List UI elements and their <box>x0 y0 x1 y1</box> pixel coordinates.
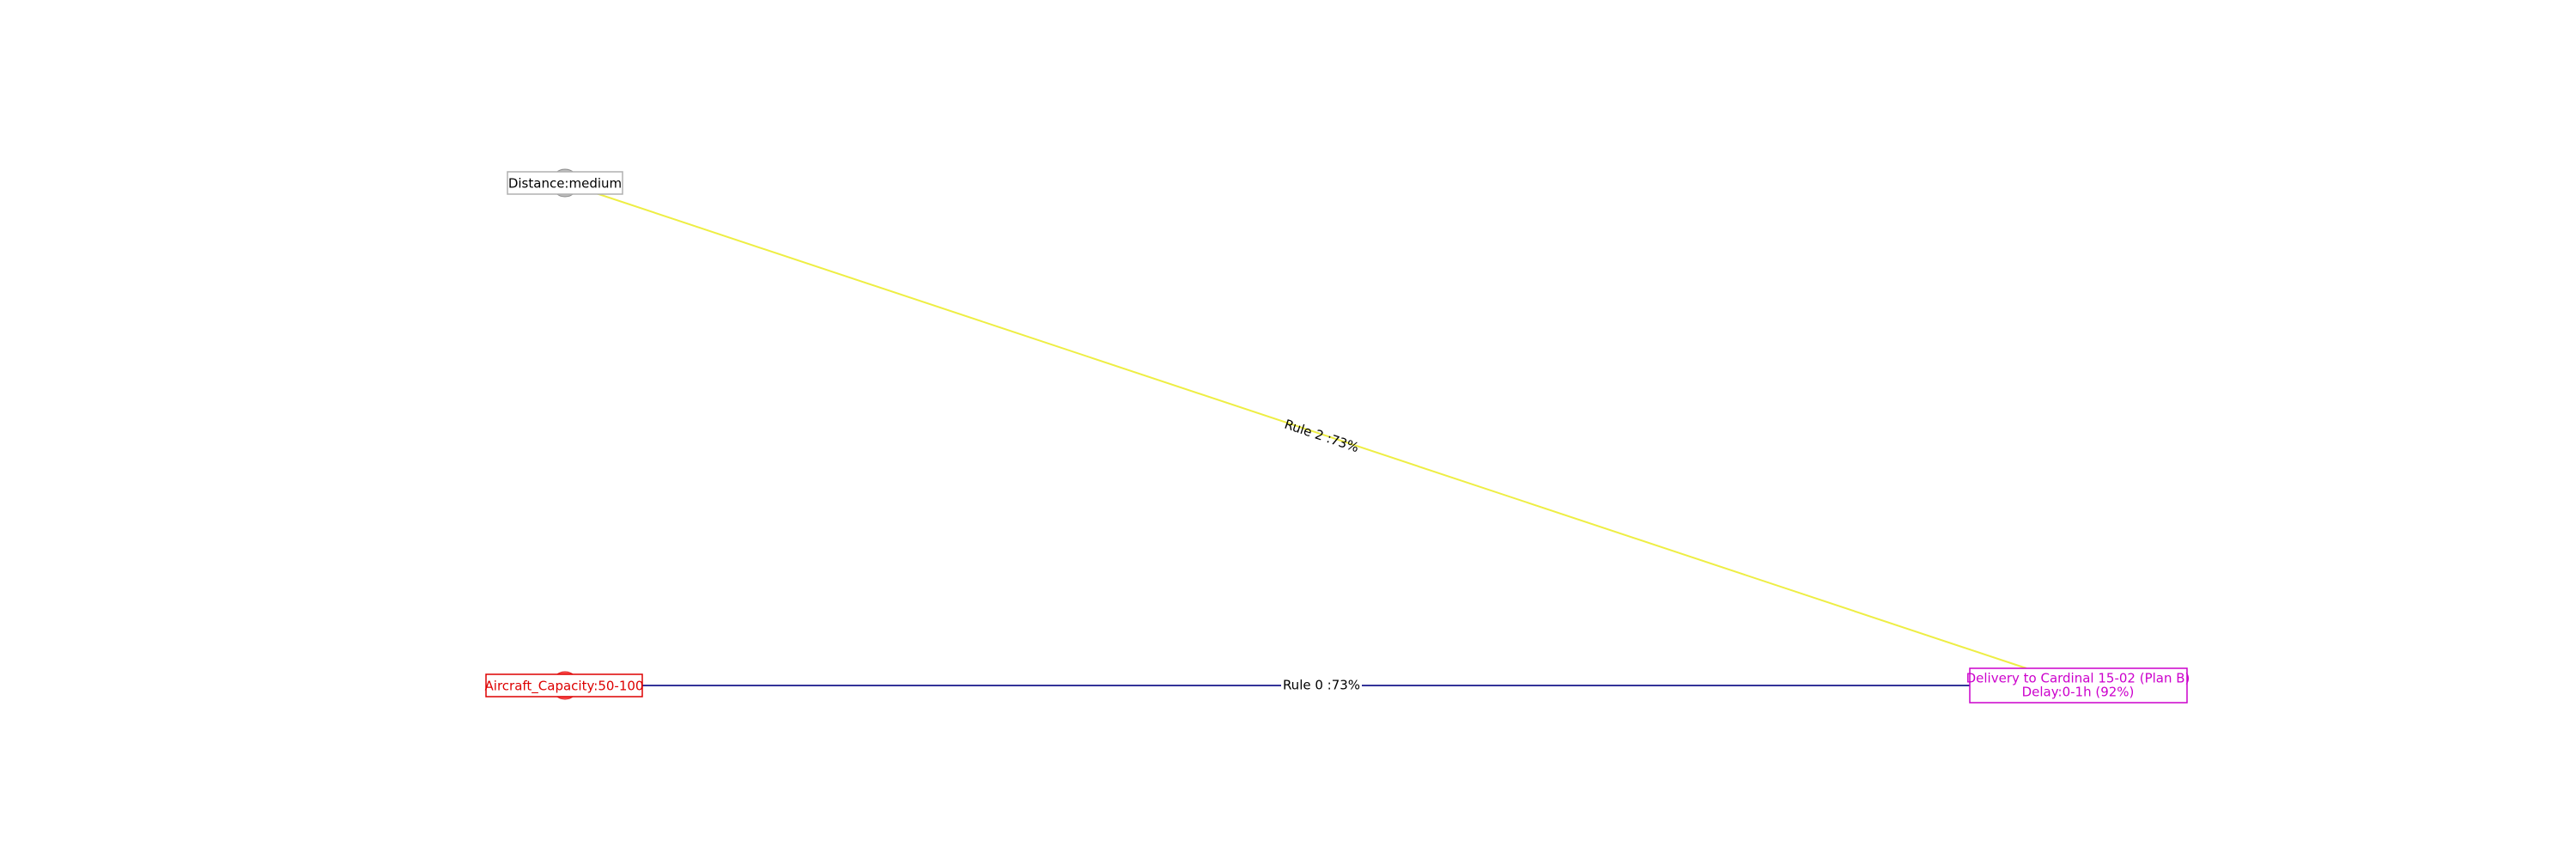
svg-text:Aircraft_Capacity:50-100: Aircraft_Capacity:50-100 <box>485 679 644 695</box>
svg-text:Delivery to Cardinal 15-02 (Pl: Delivery to Cardinal 15-02 (Plan B) <box>1966 671 2190 686</box>
node-label-target: Delivery to Cardinal 15-02 (Plan B) Dela… <box>1966 667 2190 704</box>
svg-text:Rule 0 :73%: Rule 0 :73% <box>1283 678 1360 693</box>
node-label-distance: Distance:medium <box>507 171 623 195</box>
edge-label-rule-2: Rule 2 :73% <box>1283 417 1361 456</box>
svg-text:Delay:0-1h (92%): Delay:0-1h (92%) <box>2022 685 2135 700</box>
svg-text:Distance:medium: Distance:medium <box>508 176 622 192</box>
edge-rule-2 <box>564 182 2027 669</box>
node-label-capacity: Aircraft_Capacity:50-100 <box>485 673 644 698</box>
svg-text:Rule 2 :73%: Rule 2 :73% <box>1283 417 1361 456</box>
edge-label-rule-0: Rule 0 :73% <box>1281 675 1362 696</box>
